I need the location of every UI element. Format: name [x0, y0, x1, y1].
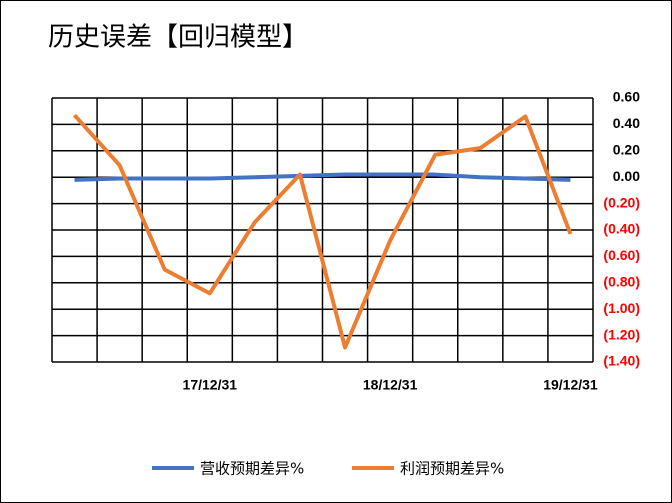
legend-label: 利润预期差异% — [400, 460, 504, 478]
y-tick-label: (0.20) — [603, 194, 640, 210]
x-tick-label: 17/12/31 — [183, 377, 238, 393]
y-tick-label: (0.60) — [603, 247, 640, 263]
y-tick-label: 0.60 — [613, 89, 640, 105]
y-tick-label: (1.00) — [603, 300, 640, 316]
y-tick-label: 0.40 — [613, 115, 640, 131]
y-tick-label: (0.40) — [603, 221, 640, 237]
y-tick-label: (0.80) — [603, 274, 640, 290]
x-tick-label: 19/12/31 — [543, 377, 598, 393]
y-tick-label: 0.20 — [613, 142, 640, 158]
series-line — [74, 172, 571, 182]
chart-title: 历史误差【回归模型】 — [48, 23, 308, 53]
y-tick-label: (1.40) — [603, 353, 640, 369]
series-line — [73, 113, 573, 350]
y-tick-label: (1.20) — [603, 326, 640, 342]
y-tick-label: 0.00 — [613, 168, 640, 184]
legend-label: 营收预期差异% — [200, 460, 304, 478]
x-tick-label: 18/12/31 — [363, 377, 418, 393]
